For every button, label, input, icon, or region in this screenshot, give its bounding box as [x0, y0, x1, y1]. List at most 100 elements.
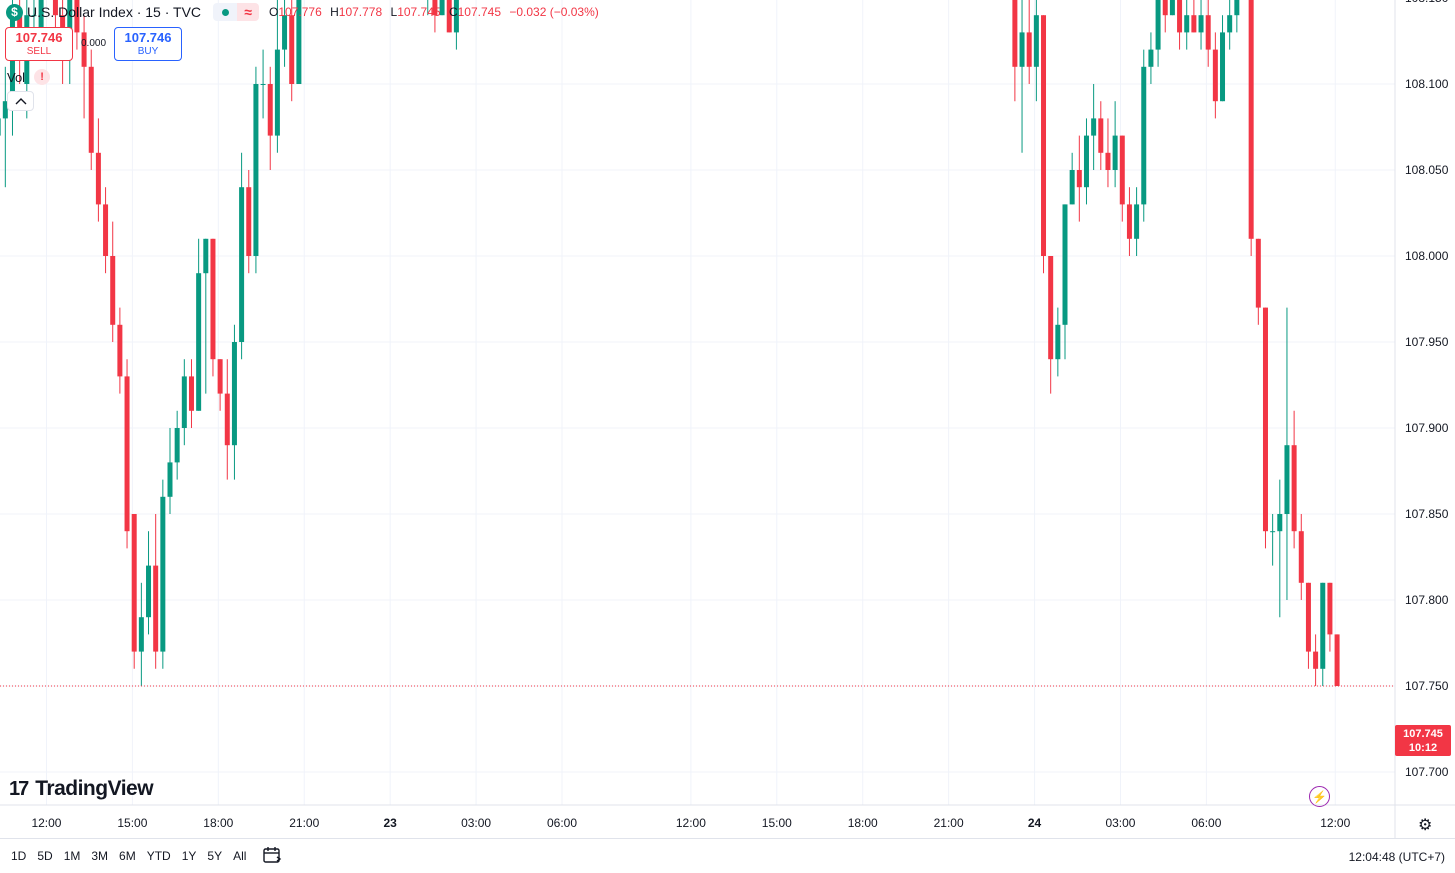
delayed-wave-icon[interactable]: ≈ [237, 3, 260, 21]
price-tick-label: 107.750 [1405, 679, 1449, 693]
candle [427, 0, 429, 16]
spread-value: 0.000 [81, 38, 107, 49]
candle [1048, 256, 1054, 394]
ohlc-values: O107.776 H107.778 L107.745 C107.745 −0.0… [269, 5, 604, 19]
candle [289, 0, 295, 102]
low-key: L [390, 5, 398, 19]
candle-body [1191, 15, 1197, 33]
candle-body [1019, 32, 1025, 67]
candle [1191, 0, 1197, 33]
candle [1220, 15, 1226, 102]
candle-body [110, 256, 116, 325]
range-5y[interactable]: 5Y [207, 849, 223, 863]
time-tick-label: 18:00 [203, 816, 233, 830]
candle [1334, 634, 1340, 686]
symbol-legend: $ U.S. Dollar Index · 15 · TVC ≈ O 107.77… [6, 3, 604, 21]
candle [1169, 0, 1175, 16]
utc-clock[interactable]: 12:04:48 (UTC+7) [1348, 850, 1445, 864]
price-tick-label: 107.800 [1405, 593, 1449, 607]
collapse-chevron-up-icon[interactable] [7, 91, 34, 111]
price-tick-label: 108.050 [1405, 163, 1449, 177]
candle-body [2, 101, 8, 119]
candle-body [1320, 582, 1326, 669]
market-open-dot-icon[interactable] [213, 3, 238, 21]
lightning-icon[interactable]: ⚡ [1309, 786, 1330, 807]
candle-body [1119, 135, 1125, 205]
range-ytd[interactable]: YTD [146, 849, 171, 863]
range-1y[interactable]: 1Y [181, 849, 197, 863]
candle-body [1091, 118, 1097, 136]
candle-body [1234, 0, 1240, 16]
candle [203, 238, 209, 394]
candle [1026, 0, 1032, 84]
price-tick-label: 107.900 [1405, 421, 1449, 435]
symbol-title[interactable]: U.S. Dollar Index · 15 · TVC [27, 4, 202, 20]
candle-body [124, 376, 130, 532]
time-tick-label: 12:00 [676, 816, 706, 830]
time-tick-label: 18:00 [848, 816, 878, 830]
candle [110, 221, 116, 342]
candle [1112, 101, 1118, 188]
candle-body [38, 0, 44, 33]
tradingview-logo[interactable]: 17 TradingView [9, 777, 154, 801]
range-3m[interactable]: 3M [91, 849, 109, 863]
buy-button[interactable]: 107.746 BUY [114, 27, 182, 61]
open-key: O [269, 5, 279, 19]
candle [1019, 0, 1025, 153]
candle-body [1062, 204, 1068, 325]
candle-body [1105, 152, 1111, 170]
candle [1270, 514, 1276, 566]
candle [1162, 0, 1168, 33]
candle-body [1227, 15, 1233, 33]
high-value: 107.778 [338, 5, 383, 19]
candle [439, 0, 445, 16]
range-1m[interactable]: 1M [63, 849, 81, 863]
candle [74, 0, 80, 50]
candle [1320, 582, 1326, 686]
time-axis: 12:00 15:00 18:00 21:00 23 03:00 06:00 12:00 15:… [31, 816, 1350, 830]
range-6m[interactable]: 6M [119, 849, 136, 863]
candle [2, 66, 8, 188]
price-tick-label: 108.000 [1405, 249, 1449, 263]
candle-body [246, 187, 252, 256]
range-5d[interactable]: 5D [37, 849, 53, 863]
candle [1177, 0, 1183, 50]
candle-body [1334, 634, 1340, 686]
candle [1212, 32, 1218, 119]
candle [267, 66, 273, 170]
time-tick-label: 12:00 [31, 816, 61, 830]
volume-indicator[interactable]: Vol ! [7, 69, 51, 85]
candle-body [432, 0, 438, 16]
close-value: 107.745 [457, 5, 501, 19]
candle-body [253, 84, 259, 256]
candle-body [1098, 118, 1104, 153]
candle [1033, 0, 1039, 102]
candle [131, 514, 137, 669]
time-tick-label: 21:00 [289, 816, 319, 830]
range-all[interactable]: All [233, 849, 247, 863]
gear-icon[interactable]: ⚙ [1418, 817, 1433, 834]
candle [138, 582, 144, 686]
candle [95, 118, 101, 222]
buy-label: BUY [137, 46, 159, 57]
candle-body [1048, 256, 1054, 360]
candle-body [160, 496, 166, 652]
tv-logo-word: TradingView [35, 777, 154, 800]
candle-body [1041, 15, 1047, 257]
candle [196, 238, 202, 411]
market-status[interactable]: ≈ [213, 3, 260, 21]
candle-body [1141, 66, 1147, 205]
candle-body [17, 15, 23, 33]
warning-icon[interactable]: ! [34, 69, 51, 85]
range-1d[interactable]: 1D [11, 849, 27, 863]
candle [1098, 101, 1104, 170]
candle-body [446, 0, 452, 33]
candle-body [196, 273, 202, 411]
calendar-icon[interactable] [262, 846, 282, 867]
candle-body [1155, 0, 1161, 50]
candle [1076, 135, 1082, 222]
candle-body [224, 393, 230, 446]
sell-button[interactable]: 107.746 SELL [5, 27, 73, 61]
dollar-icon[interactable]: $ [6, 3, 23, 21]
